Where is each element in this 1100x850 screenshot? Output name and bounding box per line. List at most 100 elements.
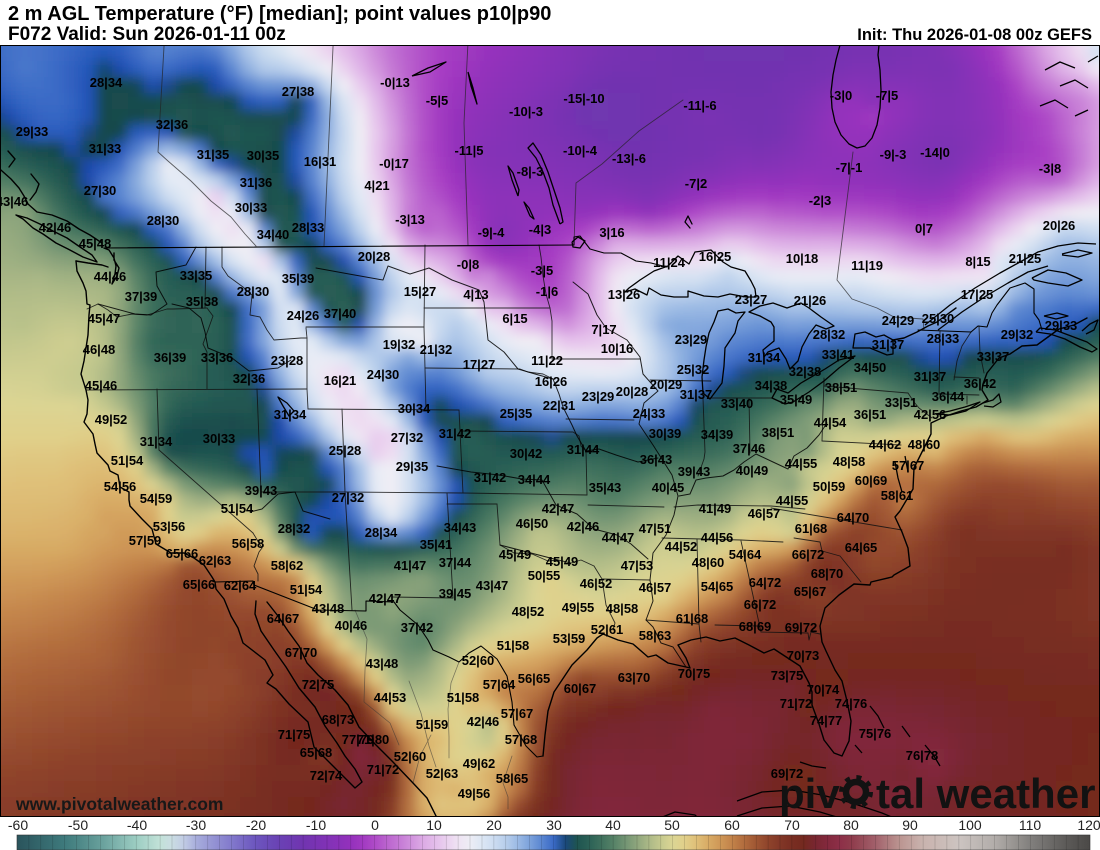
svg-text:www.pivotalweather.com: www.pivotalweather.com	[15, 794, 223, 814]
svg-text:80: 80	[843, 817, 859, 833]
svg-text:34|40: 34|40	[257, 227, 290, 242]
svg-text:11|22: 11|22	[531, 353, 563, 368]
svg-text:16|21: 16|21	[324, 373, 357, 388]
svg-text:49|52: 49|52	[95, 412, 128, 427]
svg-text:100: 100	[958, 817, 982, 833]
svg-text:65|68: 65|68	[300, 745, 333, 760]
svg-text:63|70: 63|70	[618, 670, 651, 685]
svg-text:33|41: 33|41	[822, 347, 855, 362]
svg-text:60: 60	[724, 817, 740, 833]
svg-text:20|26: 20|26	[1043, 218, 1076, 233]
svg-text:57|67: 57|67	[892, 458, 925, 473]
svg-text:69|72: 69|72	[771, 766, 804, 781]
svg-text:31|44: 31|44	[567, 442, 600, 457]
svg-text:-0|8: -0|8	[457, 257, 479, 272]
svg-text:72|74: 72|74	[310, 768, 343, 783]
svg-text:44|54: 44|54	[814, 415, 847, 430]
svg-text:46|57: 46|57	[748, 506, 781, 521]
svg-text:-15|-10: -15|-10	[563, 91, 604, 106]
svg-text:10: 10	[426, 817, 442, 833]
svg-text:34|43: 34|43	[444, 520, 477, 535]
svg-text:33|51: 33|51	[885, 395, 918, 410]
svg-text:57|64: 57|64	[483, 677, 516, 692]
svg-text:48|52: 48|52	[512, 604, 545, 619]
svg-text:31|37: 31|37	[680, 387, 713, 402]
svg-text:-9|-3: -9|-3	[880, 147, 907, 162]
svg-text:35|41: 35|41	[420, 537, 453, 552]
svg-text:19|32: 19|32	[383, 337, 416, 352]
svg-text:31|36: 31|36	[240, 175, 273, 190]
svg-text:-1|6: -1|6	[536, 284, 558, 299]
svg-text:58|61: 58|61	[881, 488, 914, 503]
svg-text:20|28: 20|28	[358, 249, 391, 264]
svg-text:29|33: 29|33	[1045, 318, 1078, 333]
svg-text:17|25: 17|25	[961, 287, 994, 302]
svg-text:47|51: 47|51	[639, 521, 672, 536]
svg-text:41|49: 41|49	[699, 501, 732, 516]
svg-text:11|19: 11|19	[851, 258, 883, 273]
svg-text:44|55: 44|55	[776, 493, 809, 508]
svg-text:piv: piv	[779, 770, 840, 817]
svg-text:35|49: 35|49	[780, 392, 813, 407]
svg-text:45|49: 45|49	[546, 554, 579, 569]
svg-text:28|34: 28|34	[365, 525, 398, 540]
svg-text:44|46: 44|46	[94, 269, 127, 284]
svg-text:35|38: 35|38	[186, 294, 219, 309]
svg-text:30|42: 30|42	[510, 446, 543, 461]
svg-text:65|66: 65|66	[166, 546, 199, 561]
svg-text:39|45: 39|45	[439, 586, 472, 601]
svg-text:8|15: 8|15	[965, 254, 990, 269]
svg-text:31|34: 31|34	[748, 350, 781, 365]
svg-text:67|70: 67|70	[285, 645, 318, 660]
svg-text:37|42: 37|42	[401, 620, 434, 635]
svg-text:77|79: 77|79	[342, 732, 375, 747]
svg-text:31|42: 31|42	[439, 426, 472, 441]
svg-text:-3|13: -3|13	[395, 212, 425, 227]
svg-text:3|16: 3|16	[599, 225, 624, 240]
svg-text:0|7: 0|7	[915, 221, 933, 236]
svg-text:70|74: 70|74	[807, 682, 840, 697]
svg-text:43|47: 43|47	[476, 578, 509, 593]
svg-text:45|47: 45|47	[88, 311, 121, 326]
svg-text:24|29: 24|29	[882, 313, 915, 328]
svg-text:47|53: 47|53	[621, 558, 654, 573]
svg-text:32|36: 32|36	[233, 371, 266, 386]
svg-text:27|38: 27|38	[282, 84, 315, 99]
svg-text:65|67: 65|67	[794, 584, 827, 599]
svg-text:53|56: 53|56	[153, 519, 186, 534]
svg-text:23|28: 23|28	[271, 353, 304, 368]
svg-text:44|62: 44|62	[869, 437, 902, 452]
svg-text:75|76: 75|76	[859, 726, 892, 741]
svg-text:57|68: 57|68	[505, 732, 538, 747]
svg-text:49|55: 49|55	[562, 600, 595, 615]
svg-text:54|64: 54|64	[729, 547, 762, 562]
svg-text:42|46: 42|46	[467, 714, 500, 729]
svg-text:23|29: 23|29	[675, 332, 708, 347]
svg-text:42|47: 42|47	[542, 501, 575, 516]
svg-text:29|33: 29|33	[16, 124, 49, 139]
svg-text:50|55: 50|55	[528, 568, 561, 583]
svg-text:31|33: 31|33	[89, 141, 122, 156]
svg-text:32|36: 32|36	[156, 117, 189, 132]
svg-text:69|72: 69|72	[785, 620, 818, 635]
svg-text:31|37: 31|37	[914, 369, 947, 384]
svg-text:58|63: 58|63	[639, 628, 672, 643]
svg-text:20|29: 20|29	[650, 377, 683, 392]
svg-text:34|38: 34|38	[755, 378, 788, 393]
svg-text:-10: -10	[306, 817, 326, 833]
svg-text:28|33: 28|33	[292, 220, 325, 235]
svg-text:64|67: 64|67	[267, 611, 300, 626]
svg-text:71|75: 71|75	[278, 727, 311, 742]
svg-text:4|13: 4|13	[463, 287, 488, 302]
svg-text:25|28: 25|28	[329, 443, 362, 458]
svg-text:31|42: 31|42	[474, 470, 507, 485]
svg-text:44|47: 44|47	[602, 530, 635, 545]
svg-text:51|54: 51|54	[290, 582, 323, 597]
svg-text:71|80: 71|80	[357, 732, 390, 747]
svg-text:68|69: 68|69	[739, 619, 772, 634]
svg-text:10|18: 10|18	[786, 251, 819, 266]
svg-text:48|60: 48|60	[908, 437, 941, 452]
svg-text:37|46: 37|46	[733, 441, 766, 456]
svg-text:30|33: 30|33	[235, 200, 268, 215]
svg-text:0: 0	[371, 817, 379, 833]
